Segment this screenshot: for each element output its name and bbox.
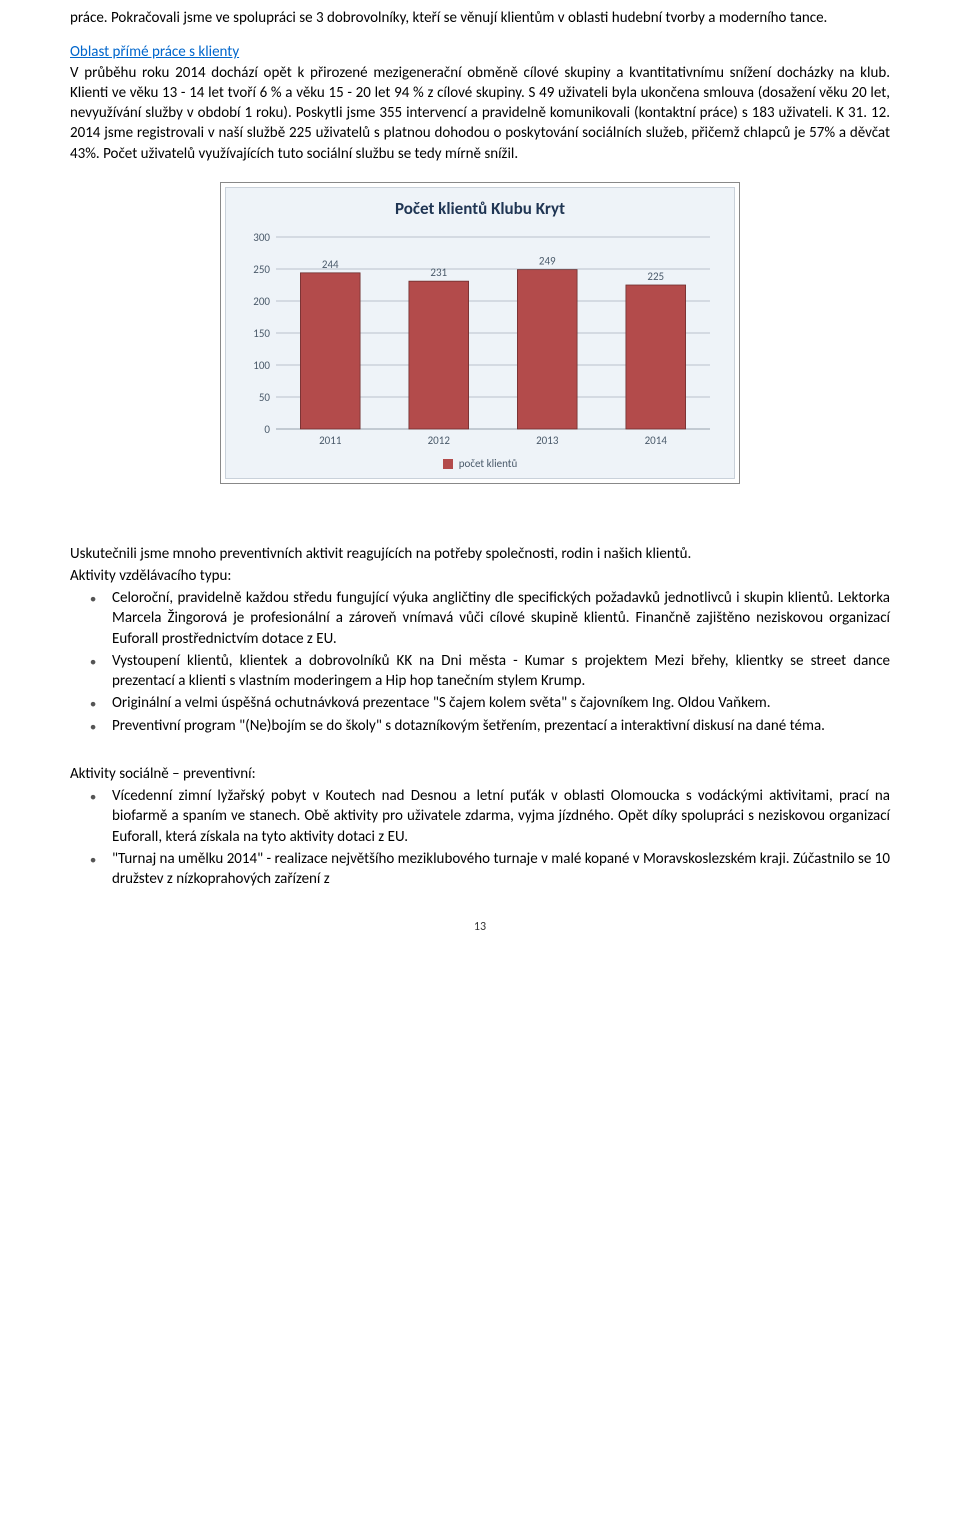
edu-heading: Aktivity vzdělávacího typu: bbox=[70, 566, 890, 586]
svg-text:249: 249 bbox=[539, 254, 556, 267]
list-item: Originální a velmi úspěšná ochutnávková … bbox=[112, 693, 890, 713]
section-direct-work-text: V průběhu roku 2014 dochází opět k přiro… bbox=[70, 64, 890, 163]
list-item: Celoroční, pravidelně každou středu fung… bbox=[112, 588, 890, 649]
legend-swatch-icon bbox=[443, 459, 453, 469]
svg-text:300: 300 bbox=[253, 231, 270, 244]
svg-text:2013: 2013 bbox=[536, 434, 559, 447]
list-item: Vystoupení klientů, klientek a dobrovoln… bbox=[112, 651, 890, 692]
list-item: Vícedenní zimní lyžařský pobyt v Koutech… bbox=[112, 786, 890, 847]
list-item: Preventivní program "(Ne)bojím se do ško… bbox=[112, 716, 890, 736]
svg-text:200: 200 bbox=[253, 295, 270, 308]
legend-label: počet klientů bbox=[459, 457, 517, 472]
svg-text:2012: 2012 bbox=[428, 434, 451, 447]
chart-plot: 0 50 100 150 200 250 300 244 2011 231 2012 249 2013 2… bbox=[240, 231, 720, 451]
chart-inner: Počet klientů Klubu Kryt 0 50 100 150 200 250… bbox=[225, 187, 735, 479]
list-item: "Turnaj na umělku 2014" - realizace nejv… bbox=[112, 849, 890, 890]
svg-text:150: 150 bbox=[253, 327, 270, 340]
svg-text:2011: 2011 bbox=[319, 434, 342, 447]
edu-list: Celoroční, pravidelně každou středu fung… bbox=[70, 588, 890, 736]
chart-container: Počet klientů Klubu Kryt 0 50 100 150 200 250… bbox=[70, 182, 890, 484]
preventive-intro: Uskutečnili jsme mnoho preventivních akt… bbox=[70, 544, 890, 564]
chart-card: Počet klientů Klubu Kryt 0 50 100 150 200 250… bbox=[220, 182, 740, 484]
soc-heading: Aktivity sociálně – preventivní: bbox=[70, 764, 890, 784]
svg-text:50: 50 bbox=[259, 391, 271, 404]
soc-list: Vícedenní zimní lyžařský pobyt v Koutech… bbox=[70, 786, 890, 889]
intro-continuation: práce. Pokračovali jsme ve spolupráci se… bbox=[70, 8, 890, 28]
svg-text:100: 100 bbox=[253, 359, 270, 372]
svg-text:2014: 2014 bbox=[645, 434, 668, 447]
section-direct-work: Oblast přímé práce s klienty V průběhu r… bbox=[70, 42, 890, 164]
chart-legend: počet klientů bbox=[240, 457, 720, 472]
svg-text:244: 244 bbox=[322, 258, 339, 271]
chart-title: Počet klientů Klubu Kryt bbox=[240, 198, 720, 221]
section-heading-link: Oblast přímé práce s klienty bbox=[70, 43, 239, 61]
svg-text:225: 225 bbox=[647, 270, 664, 283]
svg-text:0: 0 bbox=[264, 423, 270, 436]
svg-text:250: 250 bbox=[253, 263, 270, 276]
page-number: 13 bbox=[70, 919, 890, 935]
svg-text:231: 231 bbox=[430, 266, 447, 279]
